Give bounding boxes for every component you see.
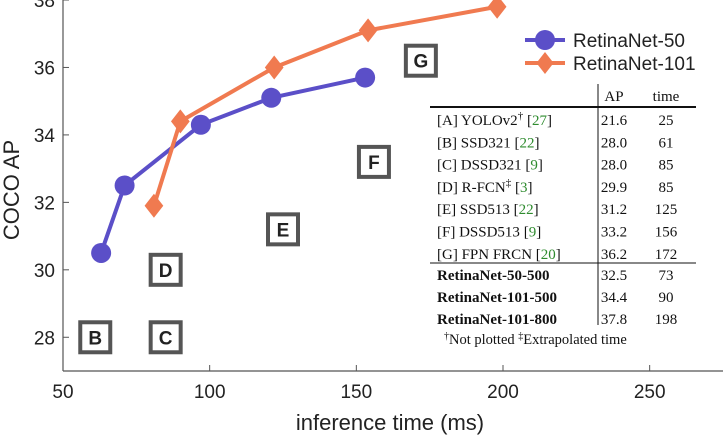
table-time: 156 xyxy=(655,225,678,241)
data-point xyxy=(487,0,507,19)
table-time: 61 xyxy=(659,135,674,151)
legend-label: RetinaNet-50 xyxy=(573,31,685,52)
x-tick-label: 150 xyxy=(340,382,372,403)
y-tick-label: 28 xyxy=(34,328,55,349)
data-point xyxy=(190,114,211,135)
y-tick-label: 32 xyxy=(34,193,55,214)
table-method: [E] SSD513 [22] xyxy=(437,202,539,218)
table-time: 90 xyxy=(659,290,674,306)
data-point xyxy=(261,87,282,108)
series-layer xyxy=(91,0,507,263)
data-point xyxy=(358,18,378,43)
table-time: 25 xyxy=(659,113,674,129)
legend-label: RetinaNet-101 xyxy=(573,54,696,75)
table-method: [C] DSSD321 [9] xyxy=(437,158,543,174)
x-tick-label: 50 xyxy=(52,382,73,403)
axes: 50 100 150 200 250 28 30 32 34 36 38 xyxy=(34,0,723,403)
data-point xyxy=(114,175,135,196)
table-time: 198 xyxy=(655,312,678,328)
point-label: B xyxy=(88,328,102,349)
legend-marker xyxy=(535,30,555,50)
table-method-bold: RetinaNet-101-800 xyxy=(437,312,557,328)
data-point xyxy=(144,193,164,218)
table-header: time xyxy=(653,89,680,105)
table-ap: 31.2 xyxy=(601,202,627,218)
table-ap: 32.5 xyxy=(601,268,627,284)
table-ap: 33.2 xyxy=(601,225,627,241)
x-tick-label: 250 xyxy=(634,382,666,403)
table-ap: 29.9 xyxy=(601,180,627,196)
table-ap: 28.0 xyxy=(601,158,627,174)
table-ap: 21.6 xyxy=(601,113,628,129)
point-label-box xyxy=(356,144,391,179)
results-table: AP time [A] YOLOv2† [27] 21.6 25 [B] SSD321 [… xyxy=(430,84,696,348)
point-labels: B C D E F G xyxy=(78,43,438,355)
table-method-bold: RetinaNet-101-500 xyxy=(437,290,557,306)
x-axis-label: inference time (ms) xyxy=(296,410,484,435)
table-ap: 34.4 xyxy=(601,290,628,306)
table-time: 172 xyxy=(655,247,678,263)
table-method-bold: RetinaNet-50-500 xyxy=(437,268,549,284)
point-label: G xyxy=(413,52,428,73)
table-method: [B] SSD321 [22] xyxy=(437,135,540,151)
table-method: [A] YOLOv2† [27] xyxy=(437,110,552,129)
table-footnote: †Not plotted ‡Extrapolated time xyxy=(444,331,627,348)
point-label: C xyxy=(159,328,173,349)
table-method: [D] R-FCN‡ [3] xyxy=(437,177,533,196)
table-method: [G] FPN FRCN [20] xyxy=(437,247,561,263)
x-tick-label: 100 xyxy=(194,382,226,403)
y-tick-label: 30 xyxy=(34,261,55,282)
data-point xyxy=(170,109,190,134)
data-point xyxy=(355,67,376,88)
legend-marker xyxy=(536,52,554,74)
point-label-box xyxy=(148,320,183,355)
point-label-box xyxy=(266,212,300,247)
table-header: AP xyxy=(604,89,623,105)
table-method: [F] DSSD513 [9] xyxy=(437,225,541,241)
y-tick-label: 36 xyxy=(34,58,55,79)
y-tick-label: 34 xyxy=(34,126,56,147)
data-point xyxy=(264,55,284,80)
table-ap: 37.8 xyxy=(601,312,627,328)
table-time: 85 xyxy=(659,180,674,196)
table-time: 125 xyxy=(655,202,678,218)
table-time: 73 xyxy=(659,268,674,284)
point-label: E xyxy=(277,220,290,241)
x-tick-label: 200 xyxy=(487,382,519,403)
point-label: F xyxy=(368,153,380,174)
y-tick-label: 38 xyxy=(34,0,55,12)
series-line-1 xyxy=(99,75,366,254)
point-label: D xyxy=(159,261,173,282)
data-point xyxy=(91,242,112,263)
point-label-box xyxy=(403,43,438,78)
point-label-box xyxy=(148,252,183,287)
table-ap: 28.0 xyxy=(601,135,627,151)
table-time: 85 xyxy=(659,158,674,174)
y-axis-label: COCO AP xyxy=(0,140,24,240)
table-ap: 36.2 xyxy=(601,247,627,263)
point-label-box xyxy=(78,320,113,355)
